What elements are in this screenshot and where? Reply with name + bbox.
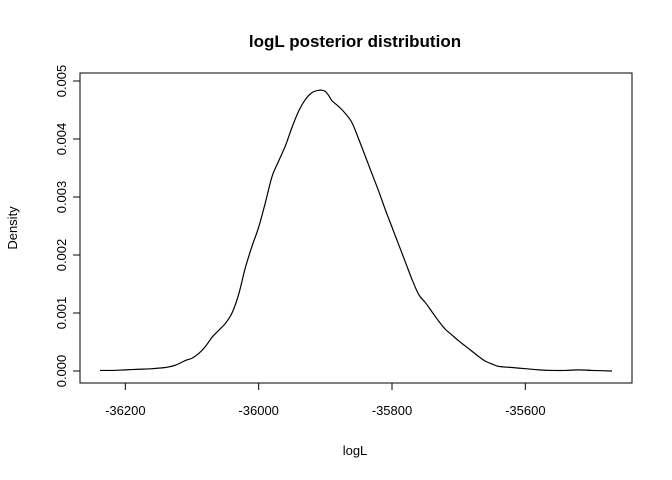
y-axis: 0.000 0.001 0.002 0.003 0.004 0.005 [54,65,81,388]
x-axis: -36200 -36000 -35800 -35600 [105,382,546,418]
y-tick-label: 0.004 [54,123,69,156]
density-line [99,89,613,372]
y-tick-label: 0.005 [54,65,69,98]
y-tick-label: 0.003 [54,181,69,214]
x-tick-label: -35600 [505,403,545,418]
x-axis-label: logL [343,443,368,458]
plot-box [79,72,633,384]
x-tick-label: -36200 [105,403,145,418]
chart-title: logL posterior distribution [249,32,461,51]
y-tick-label: 0.000 [54,355,69,388]
x-tick-label: -36000 [238,403,278,418]
x-tick-label: -35800 [372,403,412,418]
series-layer [99,89,613,372]
y-axis-label: Density [5,206,20,250]
y-tick-label: 0.001 [54,297,69,330]
y-tick-label: 0.002 [54,239,69,272]
